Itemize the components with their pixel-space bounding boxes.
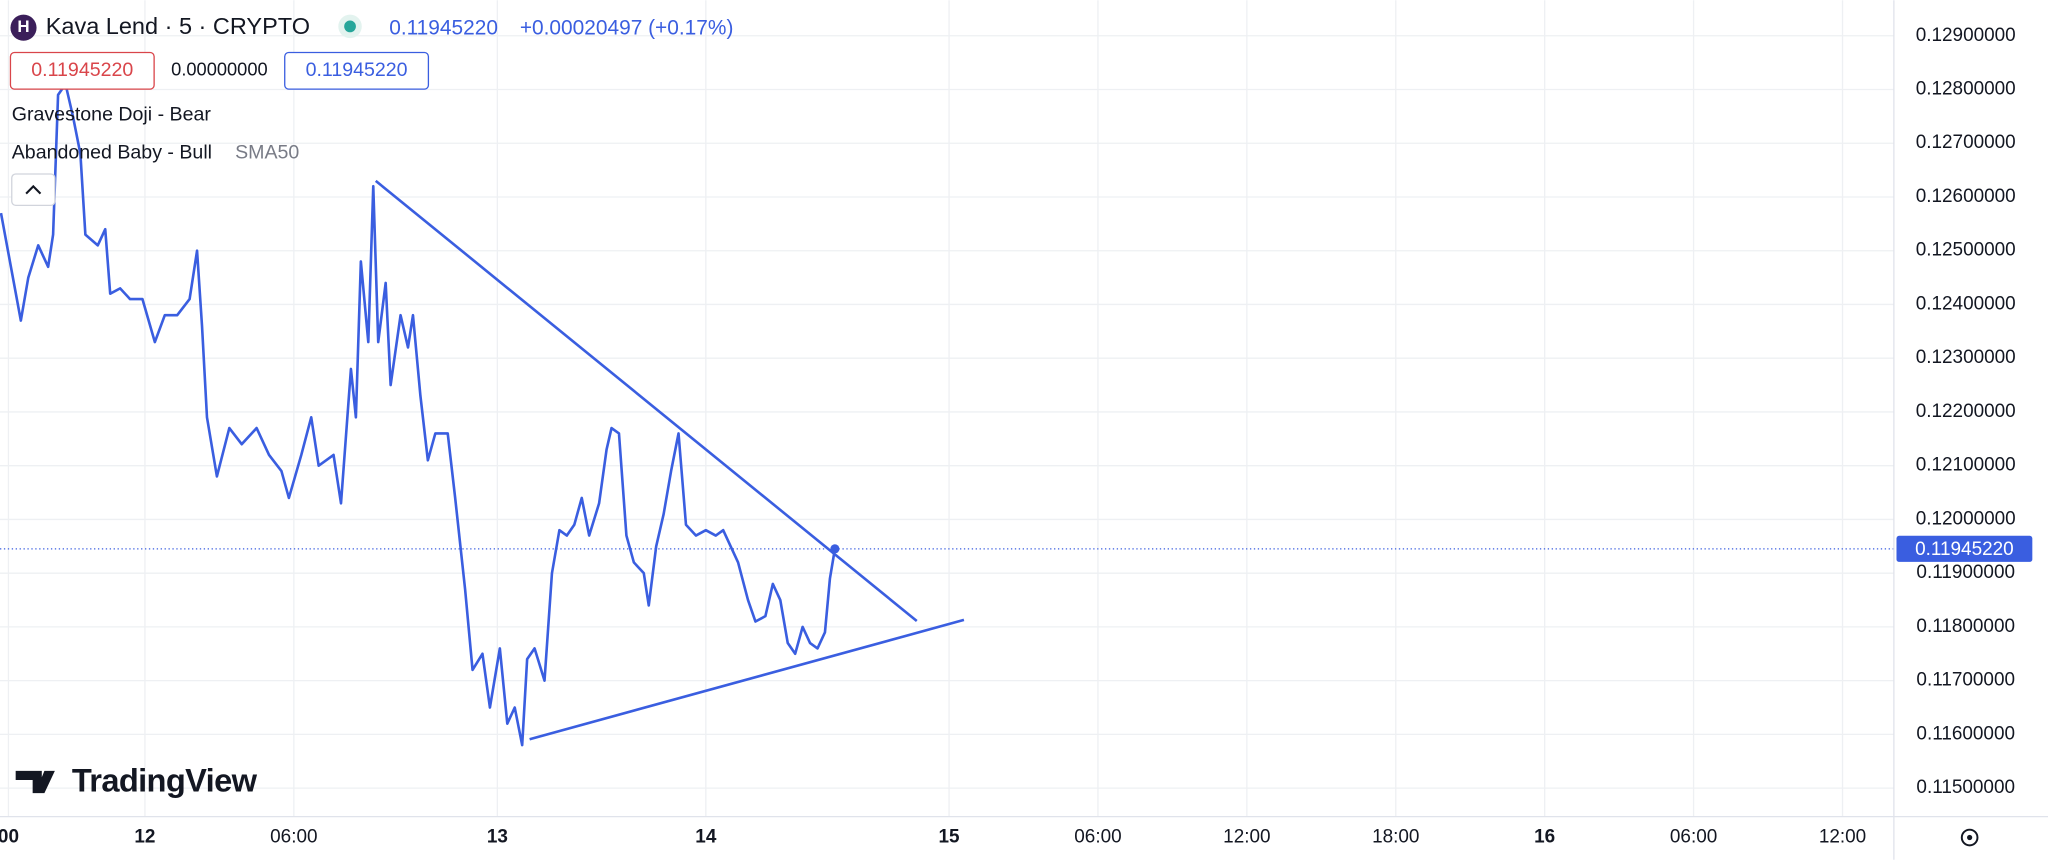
y-tick-label: 0.12000000: [1916, 508, 2016, 529]
y-tick-label: 0.12700000: [1916, 132, 2016, 153]
y-tick-label: 0.12400000: [1916, 293, 2016, 314]
sma-label: SMA50: [235, 141, 299, 163]
symbol-logo: [10, 14, 37, 41]
header-change: +0.00020497 (+0.17%): [520, 17, 734, 40]
status-dot: [344, 20, 356, 33]
x-tick-label: 14: [695, 827, 717, 848]
trend-line: [374, 179, 918, 623]
y-tick-label: 0.12100000: [1916, 455, 2016, 476]
settings-icon-center: [1967, 834, 1973, 841]
y-tick-label: 0.11900000: [1916, 562, 2015, 583]
header-price: 0.11945220: [389, 17, 498, 40]
settings-icon[interactable]: [1960, 828, 1979, 847]
last-price-tag: [1896, 535, 2033, 562]
collapse-button[interactable]: [11, 173, 56, 206]
y-tick-label: 0.11700000: [1916, 670, 2015, 691]
ask-box[interactable]: [284, 51, 430, 90]
y-tick-label: 0.12300000: [1916, 347, 2016, 368]
watermark: TradingView: [72, 761, 258, 798]
collapse-icon: [25, 184, 42, 195]
x-tick-label: 06:00: [270, 827, 317, 848]
y-tick-label: 0.12200000: [1916, 401, 2016, 422]
x-tick-label: 12:00: [1819, 827, 1866, 848]
axes: 0.11500000 0.11600000 0.11700000 0.11800000…: [0, 25, 2033, 848]
last-price-label: 0.11945220: [1915, 539, 2014, 560]
indicator-label: Abandoned Baby - Bull: [12, 141, 212, 163]
x-tick-label: 12: [134, 827, 155, 848]
y-tick-label: 0.11800000: [1916, 616, 2015, 637]
grid: [0, 0, 1894, 817]
x-tick-label: 16: [1534, 827, 1555, 848]
ask-price: 0.11945220: [306, 59, 408, 81]
price-line: [0, 82, 837, 747]
x-tick-label: 06:00: [1074, 827, 1121, 848]
y-tick-label: 0.11600000: [1916, 723, 2015, 744]
bid-price: 0.11945220: [31, 59, 133, 81]
symbol-logo-letter: H: [17, 17, 29, 36]
bid-box[interactable]: [9, 51, 155, 90]
x-tick-label: 18:00: [1372, 827, 1419, 848]
plot: [0, 82, 1894, 747]
x-tick-label: 06:00: [1670, 827, 1717, 848]
watermark-logo: [15, 770, 55, 794]
y-tick-label: 0.12900000: [1916, 25, 2016, 46]
spread: 0.00000000: [171, 59, 268, 80]
x-tick-label: 12:00: [1223, 827, 1270, 848]
y-tick-label: 0.11500000: [1916, 777, 2015, 798]
x-tick-label: 13: [487, 827, 508, 848]
symbol-title[interactable]: Kava Lend · 5 · CRYPTO: [46, 13, 310, 39]
x-tick-label: 00: [0, 827, 19, 848]
y-tick-label: 0.12600000: [1916, 186, 2016, 207]
x-tick-label: 15: [939, 827, 960, 848]
indicator-label: Gravestone Doji - Bear: [12, 103, 212, 125]
y-tick-label: 0.12500000: [1916, 240, 2016, 261]
y-tick-label: 0.12800000: [1916, 78, 2016, 99]
trend-line: [529, 618, 965, 741]
